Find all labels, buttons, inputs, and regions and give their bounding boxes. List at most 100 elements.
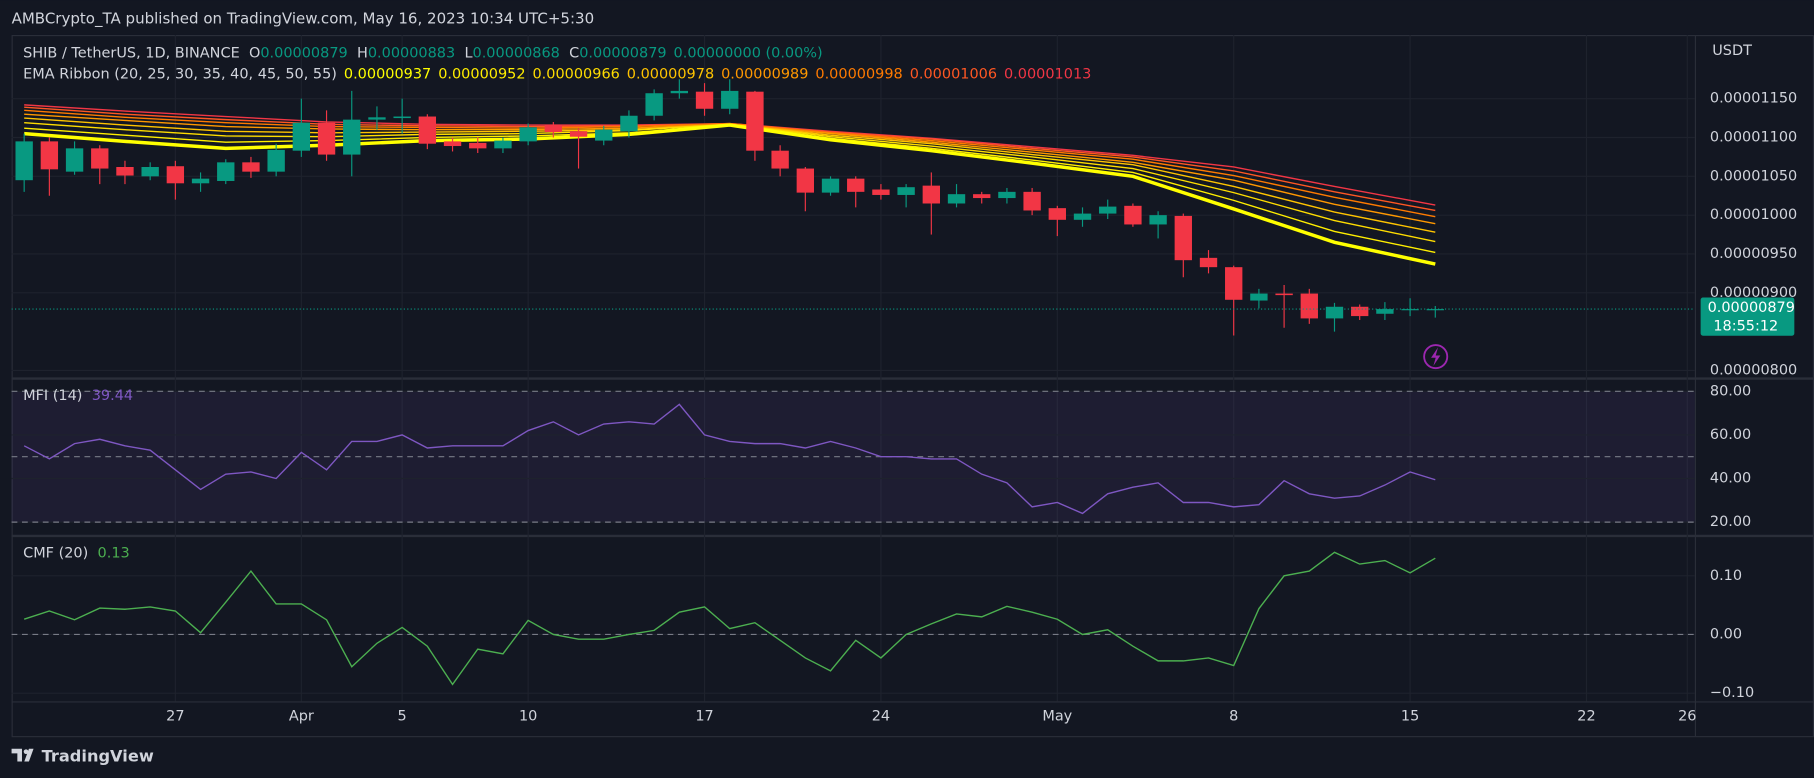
- indicator-value: 39.44: [92, 388, 133, 404]
- x-tick-label: 26: [1678, 708, 1696, 724]
- y-tick-label: 0.10: [1710, 568, 1742, 584]
- last-price-label: 0.00000879: [1708, 300, 1795, 316]
- x-tick-label: 27: [166, 708, 184, 724]
- ema-line: [24, 123, 1436, 266]
- candle-body: [1149, 215, 1167, 225]
- candle-body: [544, 125, 563, 133]
- candle-body: [1300, 293, 1318, 319]
- candle-body: [1376, 309, 1394, 314]
- candle-body: [116, 166, 134, 176]
- candle-body: [519, 127, 537, 142]
- candle-body: [595, 129, 613, 141]
- indicator-title: CMF (20): [23, 545, 88, 561]
- candle-body: [721, 90, 739, 109]
- y-tick-label: 0.00000800: [1710, 362, 1797, 378]
- y-tick-label: 0.00001150: [1710, 91, 1797, 107]
- candle-body: [1250, 293, 1268, 301]
- symbol-legend: SHIB / TetherUS, 1D, BINANCE O0.00000879 H…: [23, 46, 823, 62]
- ohlc-value: 0.00000879: [260, 46, 347, 62]
- x-tick-label: 15: [1401, 708, 1419, 724]
- footer-brand: TradingView: [42, 746, 154, 765]
- indicator-legend: CMF (20) 0.13: [23, 545, 130, 561]
- ribbon-legend: EMA Ribbon (20, 25, 30, 35, 40, 45, 50, …: [23, 66, 1091, 82]
- ribbon-value: 0.00000952: [438, 66, 525, 82]
- y-tick-label: 20.00: [1710, 514, 1751, 530]
- candle-body: [91, 148, 109, 169]
- candle-body: [998, 191, 1016, 199]
- candle-body: [1426, 309, 1444, 311]
- candle-body: [620, 115, 638, 132]
- y-tick-label: 80.00: [1710, 383, 1751, 399]
- candle-body: [494, 140, 512, 149]
- y-tick-label: 0.00: [1710, 626, 1742, 642]
- ohlc-label: L: [464, 46, 472, 62]
- x-tick-label: 10: [519, 708, 537, 724]
- candle-body: [1023, 191, 1041, 211]
- x-tick-label: 8: [1229, 708, 1238, 724]
- candle-body: [469, 142, 487, 149]
- axis-unit: USDT: [1712, 43, 1752, 59]
- ribbon-value: 0.00001013: [1004, 66, 1091, 82]
- price-pane: [11, 79, 1695, 336]
- candle-body: [166, 166, 185, 184]
- candle-body: [1325, 306, 1344, 319]
- candle-body: [217, 162, 235, 181]
- candle-body: [1199, 257, 1218, 268]
- indicator-line: [23, 551, 1436, 686]
- candle-body: [418, 116, 437, 144]
- indicator-pane: [23, 403, 1436, 515]
- change-value: 0.00000000 (0.00%): [674, 46, 823, 62]
- candle-body: [1401, 309, 1419, 311]
- x-tick-label: 17: [695, 708, 713, 724]
- candle-body: [645, 93, 663, 116]
- candle-body: [847, 178, 865, 192]
- ohlc-label: C: [569, 46, 579, 62]
- candle-body: [267, 149, 285, 172]
- x-tick-label: Apr: [289, 708, 314, 724]
- candle-body: [1275, 293, 1293, 296]
- candle-body: [242, 162, 260, 172]
- mfi-band: [11, 391, 1695, 523]
- y-tick-label: 0.00001050: [1710, 168, 1797, 184]
- candle-body: [65, 148, 84, 172]
- last-price-box: [1700, 297, 1795, 336]
- candle-body: [40, 141, 59, 170]
- candle-body: [141, 166, 159, 177]
- candle-body: [443, 141, 462, 147]
- candle-body: [1225, 267, 1243, 300]
- candle-body: [872, 189, 890, 195]
- candle-body: [1048, 208, 1066, 220]
- candle-body: [317, 122, 336, 155]
- candle-body: [796, 168, 815, 193]
- candle-body: [947, 194, 966, 204]
- candle-body: [771, 150, 789, 169]
- candle-body: [393, 116, 411, 119]
- frame: [11, 34, 1814, 738]
- candle-body: [1124, 205, 1142, 225]
- countdown-label: 18:55:12: [1713, 318, 1778, 334]
- indicator-title: MFI (14): [23, 388, 82, 404]
- y-tick-label: 0.00001100: [1710, 129, 1797, 145]
- candle-body: [1073, 213, 1092, 220]
- x-tick-label: 24: [872, 708, 890, 724]
- replay-icon[interactable]: [1423, 344, 1449, 370]
- ohlc-label: H: [357, 46, 368, 62]
- ohlc-value: 0.00000883: [368, 46, 455, 62]
- x-tick-label: 5: [398, 708, 407, 724]
- candle-body: [821, 178, 840, 193]
- candle-body: [1351, 306, 1369, 317]
- candle-body: [569, 131, 588, 137]
- candle-body: [922, 185, 940, 204]
- candle-body: [746, 91, 764, 151]
- ohlc-value: 0.00000879: [579, 46, 666, 62]
- ribbon-title: EMA Ribbon (20, 25, 30, 35, 40, 45, 50, …: [23, 66, 337, 82]
- tradingview-logo: [11, 748, 34, 762]
- candle-body: [695, 91, 714, 109]
- ribbon-value: 0.00000937: [344, 66, 431, 82]
- ribbon-value: 0.00000989: [721, 66, 808, 82]
- y-tick-label: 60.00: [1710, 427, 1751, 443]
- candle-body: [343, 119, 361, 155]
